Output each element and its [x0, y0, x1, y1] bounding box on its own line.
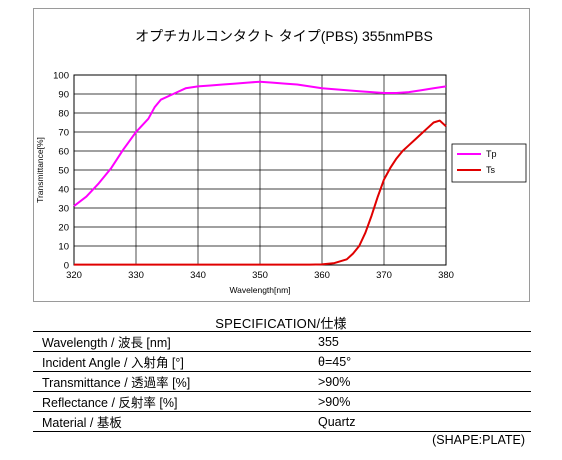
y-axis-label: Transmittance[%] — [35, 137, 45, 203]
chart-panel — [33, 8, 530, 302]
legend-label: Tp — [486, 149, 497, 159]
spec-label: Wavelength / 波長 [nm] — [33, 331, 318, 352]
y-tick-label: 70 — [58, 128, 69, 139]
x-tick-label: 320 — [66, 270, 82, 281]
x-tick-label: 340 — [190, 270, 206, 281]
spec-row: Reflectance / 反射率 [%] >90% — [33, 391, 531, 412]
spec-title: SPECIFICATION/仕様 — [215, 316, 347, 331]
y-tick-label: 60 — [58, 147, 69, 158]
spec-label: Transmittance / 透過率 [%] — [33, 371, 318, 392]
transmittance-chart: オプチカルコンタクト タイプ(PBS) 355nmPBS 320 330 340 35… — [35, 28, 527, 295]
spec-row: Material / 基板 Quartz — [33, 411, 531, 432]
x-tick-label: 350 — [252, 270, 268, 281]
chart-title: オプチカルコンタクト タイプ(PBS) 355nmPBS — [135, 28, 433, 44]
y-tick-label: 40 — [58, 185, 69, 196]
legend: Tp Ts — [451, 143, 527, 183]
series-line-ts — [74, 119, 447, 266]
y-tick-label: 100 — [53, 71, 69, 82]
spec-label: Material / 基板 — [33, 411, 318, 432]
spec-row: Incident Angle / 入射角 [°] θ=45° — [33, 351, 531, 372]
spec-row: Transmittance / 透過率 [%] >90% — [33, 371, 531, 392]
spec-value: θ=45° — [318, 351, 531, 372]
spec-table: Wavelength / 波長 [nm] 355 Incident Angle / … — [33, 331, 531, 432]
x-tick-label: 330 — [128, 270, 144, 281]
y-tick-label: 80 — [58, 109, 69, 120]
x-axis-label: Wavelength[nm] — [229, 285, 290, 295]
legend-label: Ts — [486, 165, 496, 175]
spec-value: Quartz — [318, 411, 531, 432]
y-tick-label: 10 — [58, 242, 69, 253]
spec-label: Incident Angle / 入射角 [°] — [33, 351, 318, 372]
y-tick-label: 20 — [58, 223, 69, 234]
shape-note: (SHAPE:PLATE) — [432, 433, 525, 447]
spec-value: >90% — [318, 371, 531, 392]
y-tick-label: 0 — [64, 261, 69, 272]
series-line-tp — [73, 80, 447, 207]
x-tick-label: 370 — [376, 270, 392, 281]
spec-value: >90% — [318, 391, 531, 412]
y-tick-label: 90 — [58, 90, 69, 101]
spec-label: Reflectance / 反射率 [%] — [33, 391, 318, 412]
y-tick-label: 30 — [58, 204, 69, 215]
x-tick-label: 360 — [314, 270, 330, 281]
spec-value: 355 — [318, 331, 531, 352]
x-tick-label: 380 — [438, 270, 454, 281]
y-tick-label: 50 — [58, 166, 69, 177]
legend-box — [451, 143, 527, 183]
spec-row: Wavelength / 波長 [nm] 355 — [33, 331, 531, 352]
